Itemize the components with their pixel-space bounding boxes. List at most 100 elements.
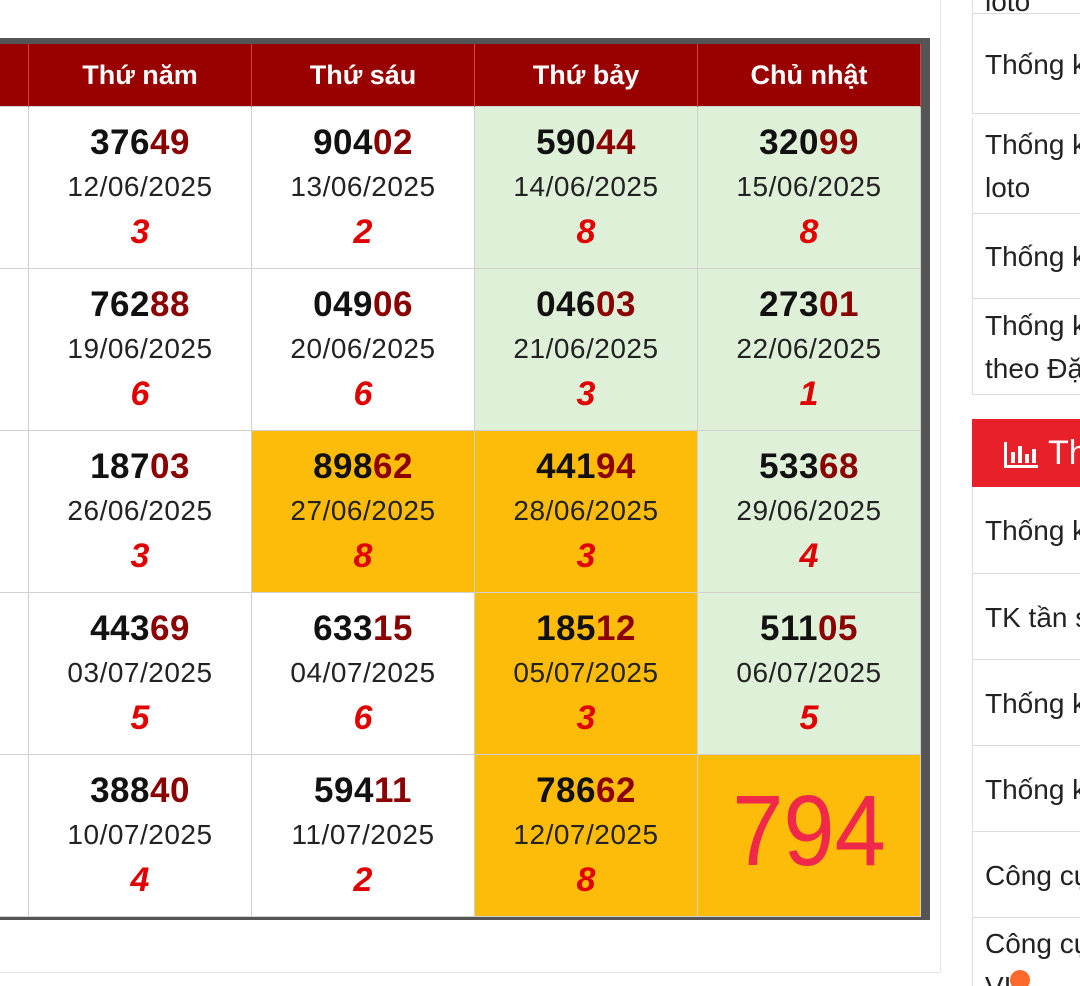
number-head: 590 [536, 123, 596, 162]
sidebar-link-label: Thống k [985, 129, 1080, 160]
draw-date: 15/06/2025 [736, 171, 882, 202]
number-head: 443 [90, 609, 150, 648]
bar-chart-icon [1004, 442, 1038, 469]
draw-date: 11/07/2025 [291, 819, 435, 850]
number-tail: 62 [595, 771, 636, 810]
digit-sum: 4 [130, 861, 150, 899]
sidebar-link-label: loto [985, 0, 1031, 17]
number-tail: 12 [595, 609, 636, 648]
sidebar-section-header: Th [972, 419, 1080, 487]
sidebar-link-label: theo Đặ [985, 353, 1080, 384]
draw-date: 21/06/2025 [513, 333, 659, 364]
result-cell: 32099 15/06/2025 8 [697, 106, 921, 269]
results-calendar: Thứ năm Thứ sáu Thứ bảy Chủ nhật 37649 12/06… [0, 38, 930, 920]
result-cell: 37649 12/06/2025 3 [28, 106, 252, 269]
draw-date: 20/06/2025 [290, 333, 436, 364]
notification-dot-icon[interactable] [1010, 970, 1030, 986]
sidebar-link[interactable]: Công cụ [972, 832, 1080, 918]
result-cell: 59411 11/07/2025 2 [251, 754, 475, 917]
sidebar-link[interactable]: Thống k loto [972, 118, 1080, 214]
number-head: 898 [313, 447, 373, 486]
cell-partial [0, 592, 29, 755]
digit-sum: 3 [130, 537, 150, 575]
draw-date: 26/06/2025 [67, 495, 213, 526]
draw-date: 12/06/2025 [67, 171, 213, 202]
cell-partial [0, 106, 29, 269]
special-prize-number: 44194 [475, 447, 697, 487]
result-cell: 04603 21/06/2025 3 [474, 268, 698, 431]
number-tail: 03 [595, 285, 636, 324]
digit-sum: 1 [799, 375, 819, 413]
sidebar: loto Thống k Thống k loto Thống k Thống k theo… [972, 0, 1080, 986]
weekday-header: Thứ bảy [474, 38, 698, 107]
sidebar-link-label: Thống k [985, 241, 1080, 272]
sidebar-link-label: Thống k [985, 515, 1080, 546]
weekday-header-row: Thứ năm Thứ sáu Thứ bảy Chủ nhật [0, 38, 921, 107]
number-head: 762 [90, 285, 150, 324]
main-card: Thứ năm Thứ sáu Thứ bảy Chủ nhật 37649 12/06… [0, 0, 941, 973]
weekday-header: Thứ năm [28, 38, 252, 107]
sidebar-link[interactable]: loto [972, 0, 1080, 17]
results-table: Thứ năm Thứ sáu Thứ bảy Chủ nhật 37649 12/06… [0, 38, 921, 917]
number-head: 511 [760, 609, 819, 648]
result-cell: 53368 29/06/2025 4 [697, 430, 921, 593]
digit-sum: 8 [576, 861, 596, 899]
draw-date: 12/07/2025 [513, 819, 659, 850]
result-cell: 89862 27/06/2025 8 [251, 430, 475, 593]
sidebar-link-label: Thống k [985, 687, 1080, 719]
draw-date: 29/06/2025 [736, 495, 882, 526]
special-prize-number: 18512 [475, 609, 697, 649]
sidebar-link-label: loto [985, 172, 1031, 203]
special-prize-number: 78662 [475, 771, 697, 811]
result-cell: 38840 10/07/2025 4 [28, 754, 252, 917]
number-head: 320 [759, 123, 819, 162]
result-cell: 27301 22/06/2025 1 [697, 268, 921, 431]
week-row: 38840 10/07/2025 4 59411 11/07/2025 2 78662 12/… [0, 754, 921, 917]
number-head: 185 [536, 609, 596, 648]
digit-sum: 3 [576, 375, 596, 413]
cell-partial [0, 430, 29, 593]
digit-sum: 6 [130, 375, 150, 413]
sidebar-link-label: Thống k [985, 773, 1080, 805]
result-cell: 44369 03/07/2025 5 [28, 592, 252, 755]
sidebar-link[interactable]: Thống k [972, 214, 1080, 299]
sidebar-link-label: TK tần s [985, 601, 1080, 633]
number-tail: 40 [149, 771, 190, 810]
draw-date: 14/06/2025 [513, 171, 659, 202]
special-prize-number: 04603 [475, 285, 697, 325]
number-tail: 99 [818, 123, 859, 162]
number-head: 388 [90, 771, 150, 810]
week-row: 76288 19/06/2025 6 04906 20/06/2025 6 04603 21/… [0, 268, 921, 431]
sidebar-link[interactable]: Thống k theo Đặ [972, 299, 1080, 395]
number-tail: 01 [818, 285, 859, 324]
week-row: 18703 26/06/2025 3 89862 27/06/2025 8 44194 28/… [0, 430, 921, 593]
result-cell: 59044 14/06/2025 8 [474, 106, 698, 269]
week-row: 37649 12/06/2025 3 90402 13/06/2025 2 59044 14/… [0, 106, 921, 269]
special-prize-number: 37649 [29, 123, 251, 163]
number-head: 904 [313, 123, 373, 162]
sidebar-link[interactable]: TK tần s [972, 574, 1080, 660]
draw-date: 13/06/2025 [290, 171, 436, 202]
digit-sum: 5 [130, 699, 150, 737]
result-cell: 90402 13/06/2025 2 [251, 106, 475, 269]
special-prize-number: 38840 [29, 771, 251, 811]
number-tail: 94 [595, 447, 636, 486]
number-tail: 02 [372, 123, 413, 162]
number-head: 633 [313, 609, 373, 648]
weekday-header: Thứ sáu [251, 38, 475, 107]
draw-date: 22/06/2025 [736, 333, 882, 364]
sidebar-link[interactable]: Thống k [972, 14, 1080, 114]
sidebar-link[interactable]: Thống k [972, 660, 1080, 746]
result-cell: 76288 19/06/2025 6 [28, 268, 252, 431]
special-prize-number: 53368 [698, 447, 920, 487]
weekday-header: Chủ nhật [697, 38, 921, 107]
draw-date: 28/06/2025 [513, 495, 659, 526]
number-head: 376 [90, 123, 150, 162]
number-tail: 69 [149, 609, 190, 648]
sidebar-link[interactable]: Thống k [972, 746, 1080, 832]
result-cell: 51105 06/07/2025 5 [697, 592, 921, 755]
sidebar-link[interactable]: Thống k [972, 487, 1080, 574]
draw-date: 27/06/2025 [290, 495, 436, 526]
draw-date: 04/07/2025 [290, 657, 436, 688]
sidebar-link[interactable]: Công cụ VI [972, 918, 1080, 986]
